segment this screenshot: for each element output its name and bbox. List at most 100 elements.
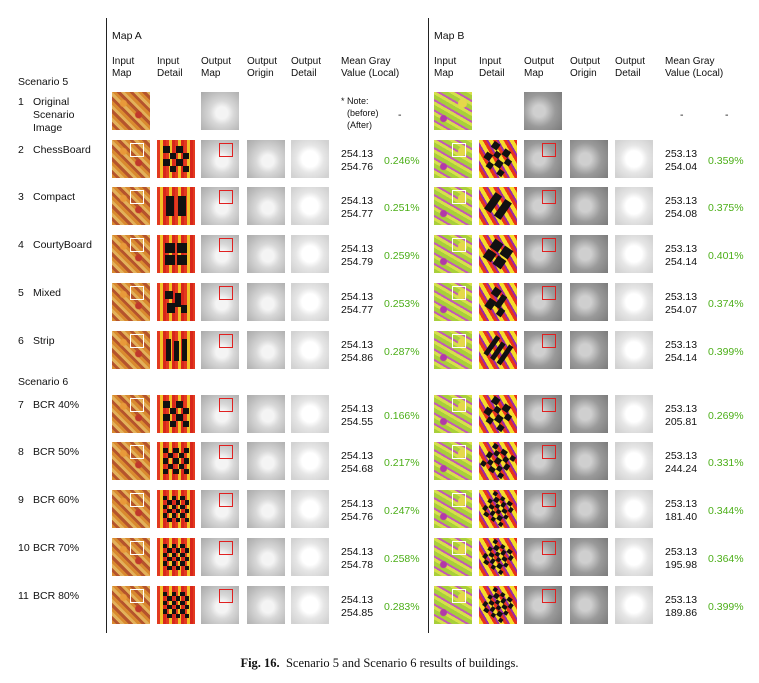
selection-box — [452, 334, 466, 348]
building-block — [180, 504, 185, 509]
column-header-b-6: Mean Gray Value (Local) — [665, 56, 724, 79]
building-block — [178, 463, 184, 469]
mean-gray-after-b: 254.08 — [665, 208, 698, 220]
input-map-a — [112, 187, 150, 225]
building-block — [495, 307, 506, 318]
input-detail-b — [479, 187, 517, 225]
mean-gray-after-b: 205.81 — [665, 416, 698, 428]
output-origin-a — [247, 490, 285, 528]
selection-box — [452, 286, 466, 300]
input-detail-a — [157, 490, 195, 528]
input-map-b — [434, 490, 472, 528]
input-map-a — [112, 92, 150, 130]
mean-gray-after-b: 254.07 — [665, 304, 698, 316]
building-layout — [480, 140, 516, 178]
output-map-a — [201, 235, 239, 273]
input-detail-a — [157, 442, 195, 480]
building-block — [163, 552, 168, 557]
building-block — [167, 565, 172, 570]
output-detail-b — [615, 395, 653, 433]
change-percent-a: 0.246% — [384, 155, 420, 167]
selection-box — [130, 286, 144, 300]
building-block — [497, 521, 504, 528]
caption-label: Fig. 16. — [240, 656, 280, 670]
input-detail-a — [157, 331, 195, 369]
building-block — [492, 404, 502, 414]
mean-gray-before-a: 254.13 — [341, 291, 374, 303]
building-block — [483, 559, 490, 566]
output-detail-b — [615, 442, 653, 480]
change-percent-a: 0.253% — [384, 298, 420, 310]
column-header-a-5: Output Detail — [291, 56, 322, 79]
row-label: Compact — [33, 191, 76, 203]
building-block — [163, 159, 170, 166]
building-block — [169, 420, 176, 427]
selection-box — [130, 190, 144, 204]
highlight-box — [542, 143, 556, 157]
building-block — [171, 496, 176, 501]
mean-gray-before-a: 254.13 — [341, 450, 374, 462]
building-layout — [480, 284, 516, 320]
mean-gray-after-b: 189.86 — [665, 607, 698, 619]
column-header-b-5: Output Detail — [615, 56, 646, 79]
selection-box — [452, 493, 466, 507]
building-block — [169, 152, 176, 159]
highlight-box — [542, 445, 556, 459]
input-map-a — [112, 283, 150, 321]
building-block — [178, 196, 186, 216]
building-layout — [163, 448, 189, 474]
highlight-box — [219, 238, 233, 252]
row-number: 11 — [18, 590, 29, 602]
row-label: CourtyBoard — [33, 239, 92, 251]
output-origin-b — [570, 586, 608, 624]
building-block — [173, 448, 179, 454]
building-block — [502, 561, 509, 568]
mean-gray-before-a: 254.13 — [341, 243, 374, 255]
input-detail-a — [157, 395, 195, 433]
building-block — [180, 544, 185, 549]
building-block — [184, 557, 189, 562]
input-detail-b — [479, 395, 517, 433]
output-origin-b — [570, 538, 608, 576]
output-detail-a — [291, 395, 329, 433]
output-map-a — [201, 442, 239, 480]
building-block — [180, 513, 185, 518]
building-block — [176, 414, 183, 421]
row-label: BCR 40% — [33, 399, 80, 411]
output-detail-b — [615, 331, 653, 369]
input-detail-a — [157, 538, 195, 576]
output-origin-b — [570, 283, 608, 321]
row-label: BCR 70% — [33, 542, 80, 554]
row-label: BCR 80% — [33, 590, 80, 602]
output-map-a — [201, 283, 239, 321]
input-map-b — [434, 331, 472, 369]
building-block — [183, 468, 189, 474]
selection-box — [130, 493, 144, 507]
note-line3: (After) — [347, 120, 373, 130]
input-detail-b — [479, 235, 517, 273]
building-block — [163, 458, 169, 464]
building-block — [163, 513, 168, 518]
building-block — [507, 506, 514, 513]
change-percent-b: 0.359% — [708, 155, 744, 167]
building-block — [167, 605, 172, 610]
building-block — [167, 613, 172, 618]
building-block — [168, 453, 174, 459]
building-layout — [163, 337, 189, 363]
building-layout — [163, 592, 189, 618]
building-block — [184, 596, 189, 601]
building-block — [171, 504, 176, 509]
building-block — [497, 569, 504, 576]
output-origin-a — [247, 140, 285, 178]
output-origin-b — [570, 235, 608, 273]
mean-gray-before-b: 253.13 — [665, 291, 698, 303]
change-percent-a: 0.217% — [384, 457, 420, 469]
column-header-a-2: Input Detail — [157, 56, 183, 79]
building-block — [182, 420, 189, 427]
building-block — [163, 401, 170, 408]
output-detail-a — [291, 331, 329, 369]
row-label: Strip — [33, 335, 55, 347]
row-label: Mixed — [33, 287, 62, 299]
building-block — [167, 303, 175, 313]
output-detail-b — [615, 490, 653, 528]
